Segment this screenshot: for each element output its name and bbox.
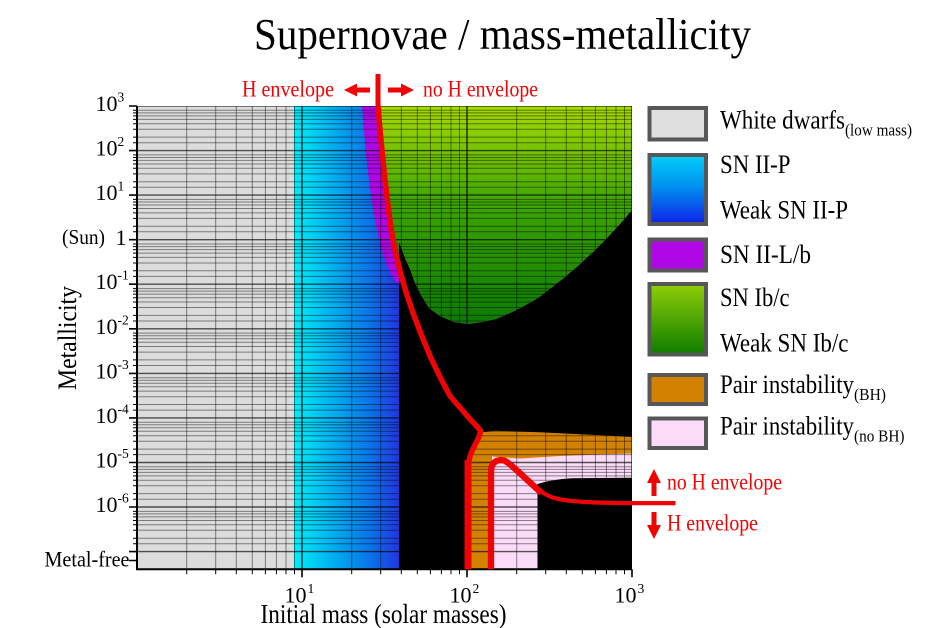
svg-text:SN II-P: SN II-P — [720, 150, 791, 179]
svg-text:no H envelope: no H envelope — [667, 470, 782, 495]
svg-text:1: 1 — [308, 581, 315, 596]
svg-text:10: 10 — [96, 358, 118, 383]
svg-text:10: 10 — [96, 447, 118, 472]
svg-text:no H envelope: no H envelope — [423, 77, 538, 102]
svg-text:(Sun): (Sun) — [62, 225, 105, 249]
svg-text:(BH): (BH) — [854, 385, 886, 404]
svg-text:Metal-free: Metal-free — [45, 547, 130, 572]
svg-text:Weak SN Ib/c: Weak SN Ib/c — [720, 329, 849, 358]
svg-text:H envelope: H envelope — [667, 511, 758, 536]
svg-text:Initial mass (solar masses): Initial mass (solar masses) — [261, 599, 507, 628]
svg-text:-1: -1 — [118, 268, 129, 283]
svg-text:10: 10 — [615, 583, 637, 608]
svg-text:Weak SN II-P: Weak SN II-P — [720, 196, 848, 225]
svg-text:SN II-L/b: SN II-L/b — [720, 240, 811, 269]
svg-text:-4: -4 — [118, 401, 129, 416]
svg-text:10: 10 — [96, 314, 118, 339]
svg-text:-5: -5 — [118, 446, 129, 461]
svg-text:White dwarfs: White dwarfs — [720, 106, 845, 135]
svg-text:10: 10 — [96, 180, 118, 205]
svg-text:-2: -2 — [118, 312, 129, 327]
svg-text:2: 2 — [473, 581, 480, 596]
svg-text:10: 10 — [285, 583, 307, 608]
svg-text:10: 10 — [96, 492, 118, 517]
svg-text:10: 10 — [96, 91, 118, 116]
svg-text:-6: -6 — [118, 491, 129, 506]
svg-text:10: 10 — [96, 269, 118, 294]
svg-text:2: 2 — [118, 134, 125, 149]
svg-text:10: 10 — [96, 403, 118, 428]
svg-text:Pair instability: Pair instability — [720, 412, 854, 441]
svg-text:3: 3 — [118, 90, 125, 105]
svg-text:3: 3 — [638, 581, 645, 596]
svg-text:SN Ib/c: SN Ib/c — [720, 283, 790, 312]
svg-text:H envelope: H envelope — [242, 77, 334, 102]
svg-text:10: 10 — [450, 583, 472, 608]
svg-text:Metallicity: Metallicity — [53, 286, 82, 390]
svg-text:Supernovae / mass-metallicity: Supernovae / mass-metallicity — [254, 10, 751, 59]
svg-text:1: 1 — [116, 225, 127, 250]
svg-text:-3: -3 — [118, 357, 129, 372]
svg-text:Pair instability: Pair instability — [720, 370, 854, 399]
svg-text:(no BH): (no BH) — [854, 427, 905, 446]
svg-text:1: 1 — [118, 179, 125, 194]
svg-text:10: 10 — [96, 136, 118, 161]
svg-text:(low mass): (low mass) — [845, 121, 912, 140]
